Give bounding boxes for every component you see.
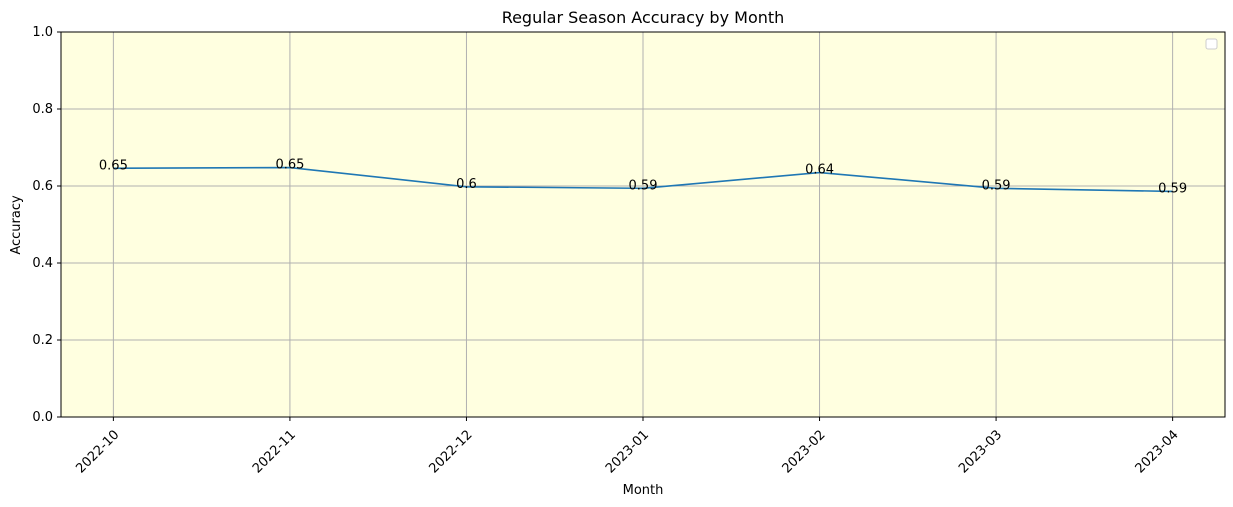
y-tick-label: 0.8 xyxy=(32,102,53,117)
y-tick-label: 0.4 xyxy=(32,256,53,271)
x-tick-label: 2022-12 xyxy=(426,427,475,476)
data-label: 0.65 xyxy=(275,158,304,173)
y-tick-label: 0.0 xyxy=(32,410,53,425)
data-label: 0.59 xyxy=(982,178,1011,193)
data-label: 0.64 xyxy=(805,163,834,178)
x-tick-label: 2023-02 xyxy=(780,427,829,476)
axes xyxy=(57,31,1226,421)
x-tick-label: 2022-10 xyxy=(73,427,122,476)
data-labels: 0.65 0.65 0.6 0.59 0.64 0.59 0.59 xyxy=(99,158,1187,197)
x-tick-label: 2022-11 xyxy=(250,427,299,476)
x-tick-label: 2023-04 xyxy=(1133,427,1182,476)
x-tick-label: 2023-01 xyxy=(603,427,652,476)
data-label: 0.59 xyxy=(1158,181,1187,196)
data-label: 0.65 xyxy=(99,158,128,173)
chart-title: Regular Season Accuracy by Month xyxy=(502,8,785,27)
y-tick-label: 1.0 xyxy=(32,25,53,40)
y-tick-label: 0.2 xyxy=(32,333,53,348)
data-label: 0.59 xyxy=(629,178,658,193)
x-axis-label: Month xyxy=(623,483,664,498)
series-line xyxy=(113,166,1173,193)
data-label: 0.6 xyxy=(456,177,477,192)
x-tick-label: 2023-03 xyxy=(956,427,1005,476)
data-series xyxy=(113,166,1173,193)
y-tick-label: 0.6 xyxy=(32,179,53,194)
y-axis-label: Accuracy xyxy=(9,195,24,255)
legend-box xyxy=(1205,38,1218,50)
